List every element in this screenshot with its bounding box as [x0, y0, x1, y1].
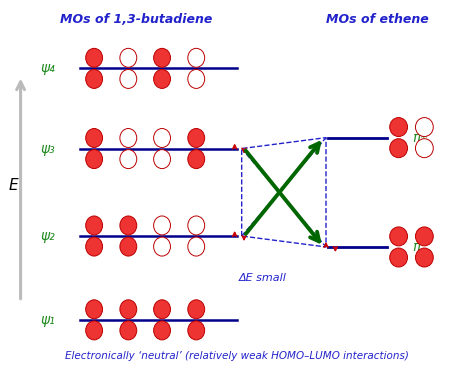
Ellipse shape — [86, 149, 102, 169]
Ellipse shape — [120, 300, 137, 319]
Ellipse shape — [188, 300, 205, 319]
Ellipse shape — [120, 128, 137, 148]
Ellipse shape — [188, 321, 205, 340]
Text: ψ₂: ψ₂ — [40, 229, 55, 243]
Ellipse shape — [154, 70, 171, 88]
Ellipse shape — [416, 248, 433, 267]
Ellipse shape — [154, 216, 171, 235]
Ellipse shape — [120, 48, 137, 67]
Ellipse shape — [416, 139, 433, 158]
Ellipse shape — [154, 237, 171, 256]
Text: ψ₄: ψ₄ — [40, 61, 55, 75]
Ellipse shape — [416, 227, 433, 246]
Ellipse shape — [390, 248, 408, 267]
Text: π*: π* — [413, 131, 428, 145]
Ellipse shape — [154, 48, 171, 67]
Ellipse shape — [120, 237, 137, 256]
Ellipse shape — [120, 149, 137, 169]
Ellipse shape — [188, 237, 205, 256]
Text: MOs of ethene: MOs of ethene — [326, 13, 429, 26]
Ellipse shape — [120, 321, 137, 340]
Text: MOs of 1,3-butadiene: MOs of 1,3-butadiene — [60, 13, 212, 26]
Text: ΔE small: ΔE small — [239, 273, 287, 283]
Ellipse shape — [120, 70, 137, 88]
Ellipse shape — [188, 149, 205, 169]
Ellipse shape — [86, 48, 102, 67]
Ellipse shape — [86, 237, 102, 256]
Ellipse shape — [154, 149, 171, 169]
Ellipse shape — [86, 128, 102, 148]
Ellipse shape — [120, 216, 137, 235]
Text: ψ₃: ψ₃ — [40, 142, 55, 155]
Text: π: π — [413, 240, 421, 254]
Ellipse shape — [188, 48, 205, 67]
Ellipse shape — [416, 118, 433, 137]
Ellipse shape — [154, 128, 171, 148]
Ellipse shape — [390, 118, 408, 137]
Ellipse shape — [390, 139, 408, 158]
Ellipse shape — [86, 321, 102, 340]
Ellipse shape — [86, 300, 102, 319]
Ellipse shape — [188, 70, 205, 88]
Ellipse shape — [188, 128, 205, 148]
Text: E: E — [8, 178, 18, 192]
Ellipse shape — [154, 321, 171, 340]
Text: Electronically ‘neutral’ (relatively weak HOMO–LUMO interactions): Electronically ‘neutral’ (relatively wea… — [65, 351, 409, 361]
Ellipse shape — [154, 300, 171, 319]
Ellipse shape — [86, 70, 102, 88]
Ellipse shape — [390, 227, 408, 246]
Text: ψ₁: ψ₁ — [40, 313, 55, 327]
Ellipse shape — [86, 216, 102, 235]
Ellipse shape — [188, 216, 205, 235]
